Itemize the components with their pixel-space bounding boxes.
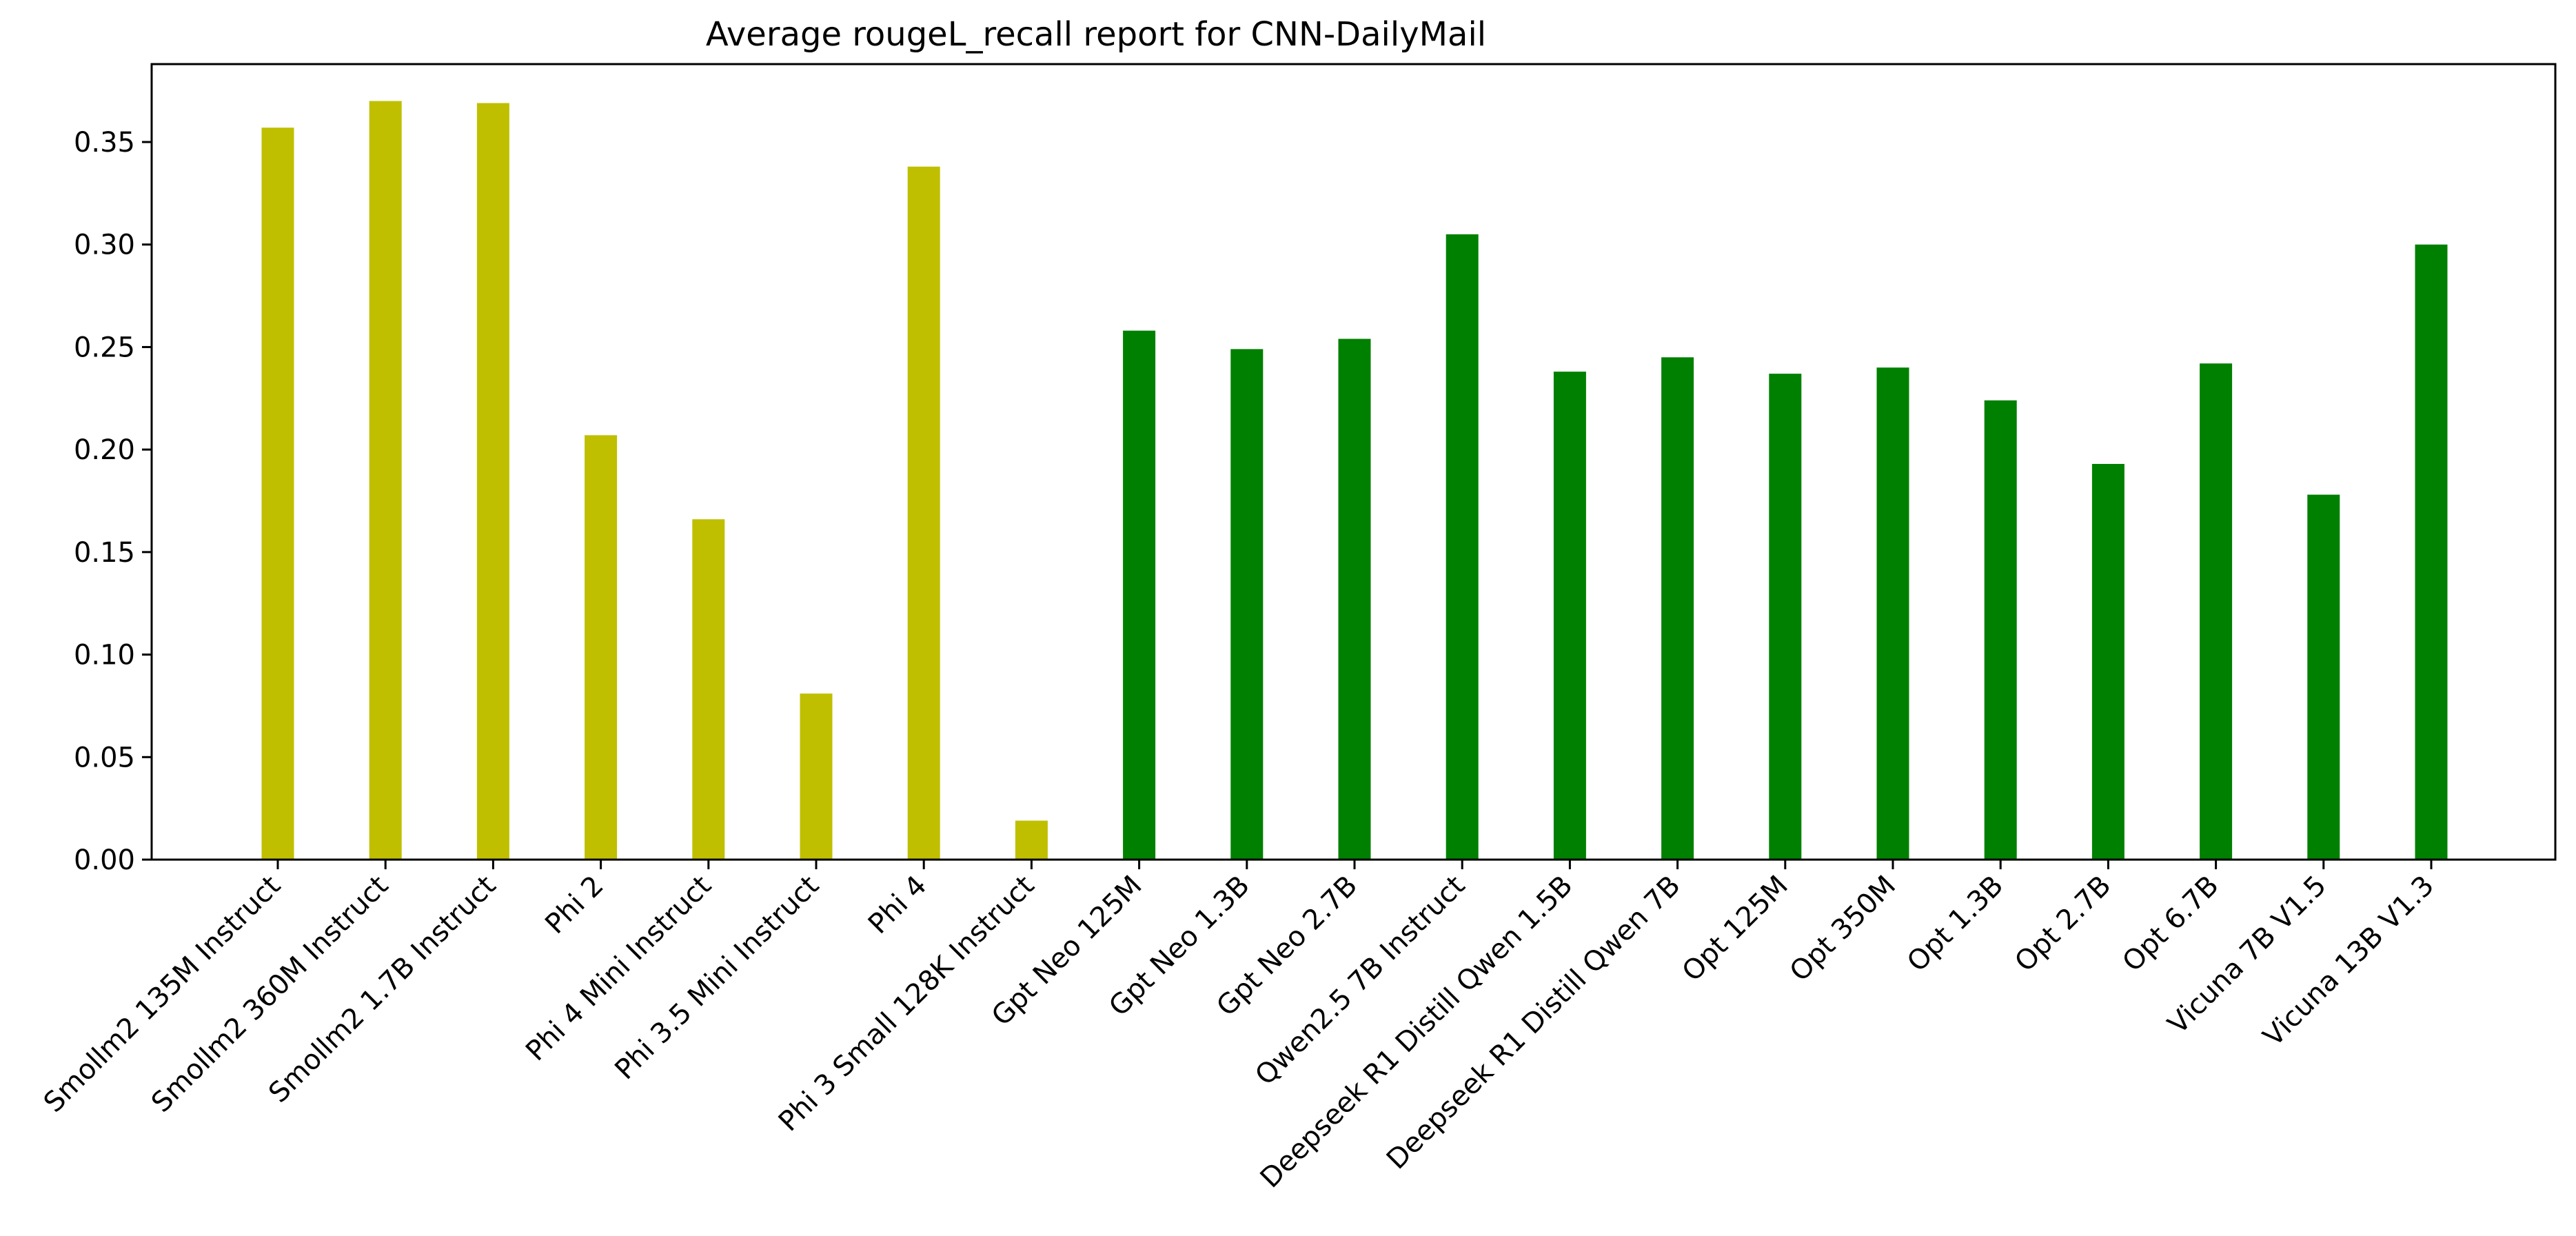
- bar: [800, 693, 833, 860]
- bar: [1553, 372, 1586, 860]
- x-tick-label: Opt 2.7B: [2009, 870, 2117, 978]
- x-tick-label: Opt 6.7B: [2116, 870, 2224, 978]
- bar: [2091, 463, 2124, 860]
- bar: [2415, 244, 2448, 860]
- x-tick-label: Opt 125M: [1676, 870, 1794, 988]
- x-tick-label: Qwen2.5 7B Instruct: [1249, 870, 1471, 1092]
- chart-title: Average rougeL_recall report for CNN-Dai…: [706, 15, 1486, 54]
- bar: [1015, 820, 1048, 860]
- y-tick-label: 0.00: [74, 844, 135, 876]
- plot-frame: [150, 63, 2557, 861]
- y-tick-label: 0.25: [74, 332, 135, 363]
- bar: [369, 101, 402, 860]
- x-tick-label: Phi 4 Mini Instruct: [520, 870, 718, 1068]
- bar: [907, 166, 940, 860]
- y-tick-label: 0.30: [74, 230, 135, 261]
- bar: [2307, 494, 2340, 860]
- x-tick-label: Phi 2: [539, 870, 609, 940]
- x-tick-label: Phi 4: [862, 870, 933, 940]
- x-tick-label: Opt 1.3B: [1901, 870, 2009, 978]
- bar: [476, 103, 509, 860]
- y-tick-label: 0.20: [74, 434, 135, 466]
- bar: [1984, 400, 2017, 860]
- bar: [1230, 349, 1264, 860]
- y-axis: 0.00 0.05 0.10 0.15 0.20 0.25 0.30 0.35: [74, 127, 152, 876]
- bar: [2200, 363, 2233, 860]
- bar: [1876, 367, 1909, 860]
- bar: [1338, 338, 1371, 860]
- bar: [585, 435, 618, 860]
- x-tick-label: Phi 3.5 Mini Instruct: [609, 870, 825, 1086]
- bars-group: [261, 101, 2448, 860]
- bar: [1769, 374, 1802, 860]
- x-tick-label: Smollm2 1.7B Instruct: [263, 870, 502, 1109]
- bar: [692, 519, 725, 860]
- bar: [1446, 234, 1479, 860]
- y-tick-label: 0.35: [74, 127, 135, 159]
- y-tick-label: 0.15: [74, 537, 135, 569]
- bar: [261, 128, 294, 860]
- y-tick-label: 0.10: [74, 640, 135, 671]
- x-tick-label: Opt 350M: [1784, 870, 1902, 988]
- bar: [1661, 357, 1694, 860]
- bar: [1123, 330, 1156, 860]
- y-tick-label: 0.05: [74, 742, 135, 773]
